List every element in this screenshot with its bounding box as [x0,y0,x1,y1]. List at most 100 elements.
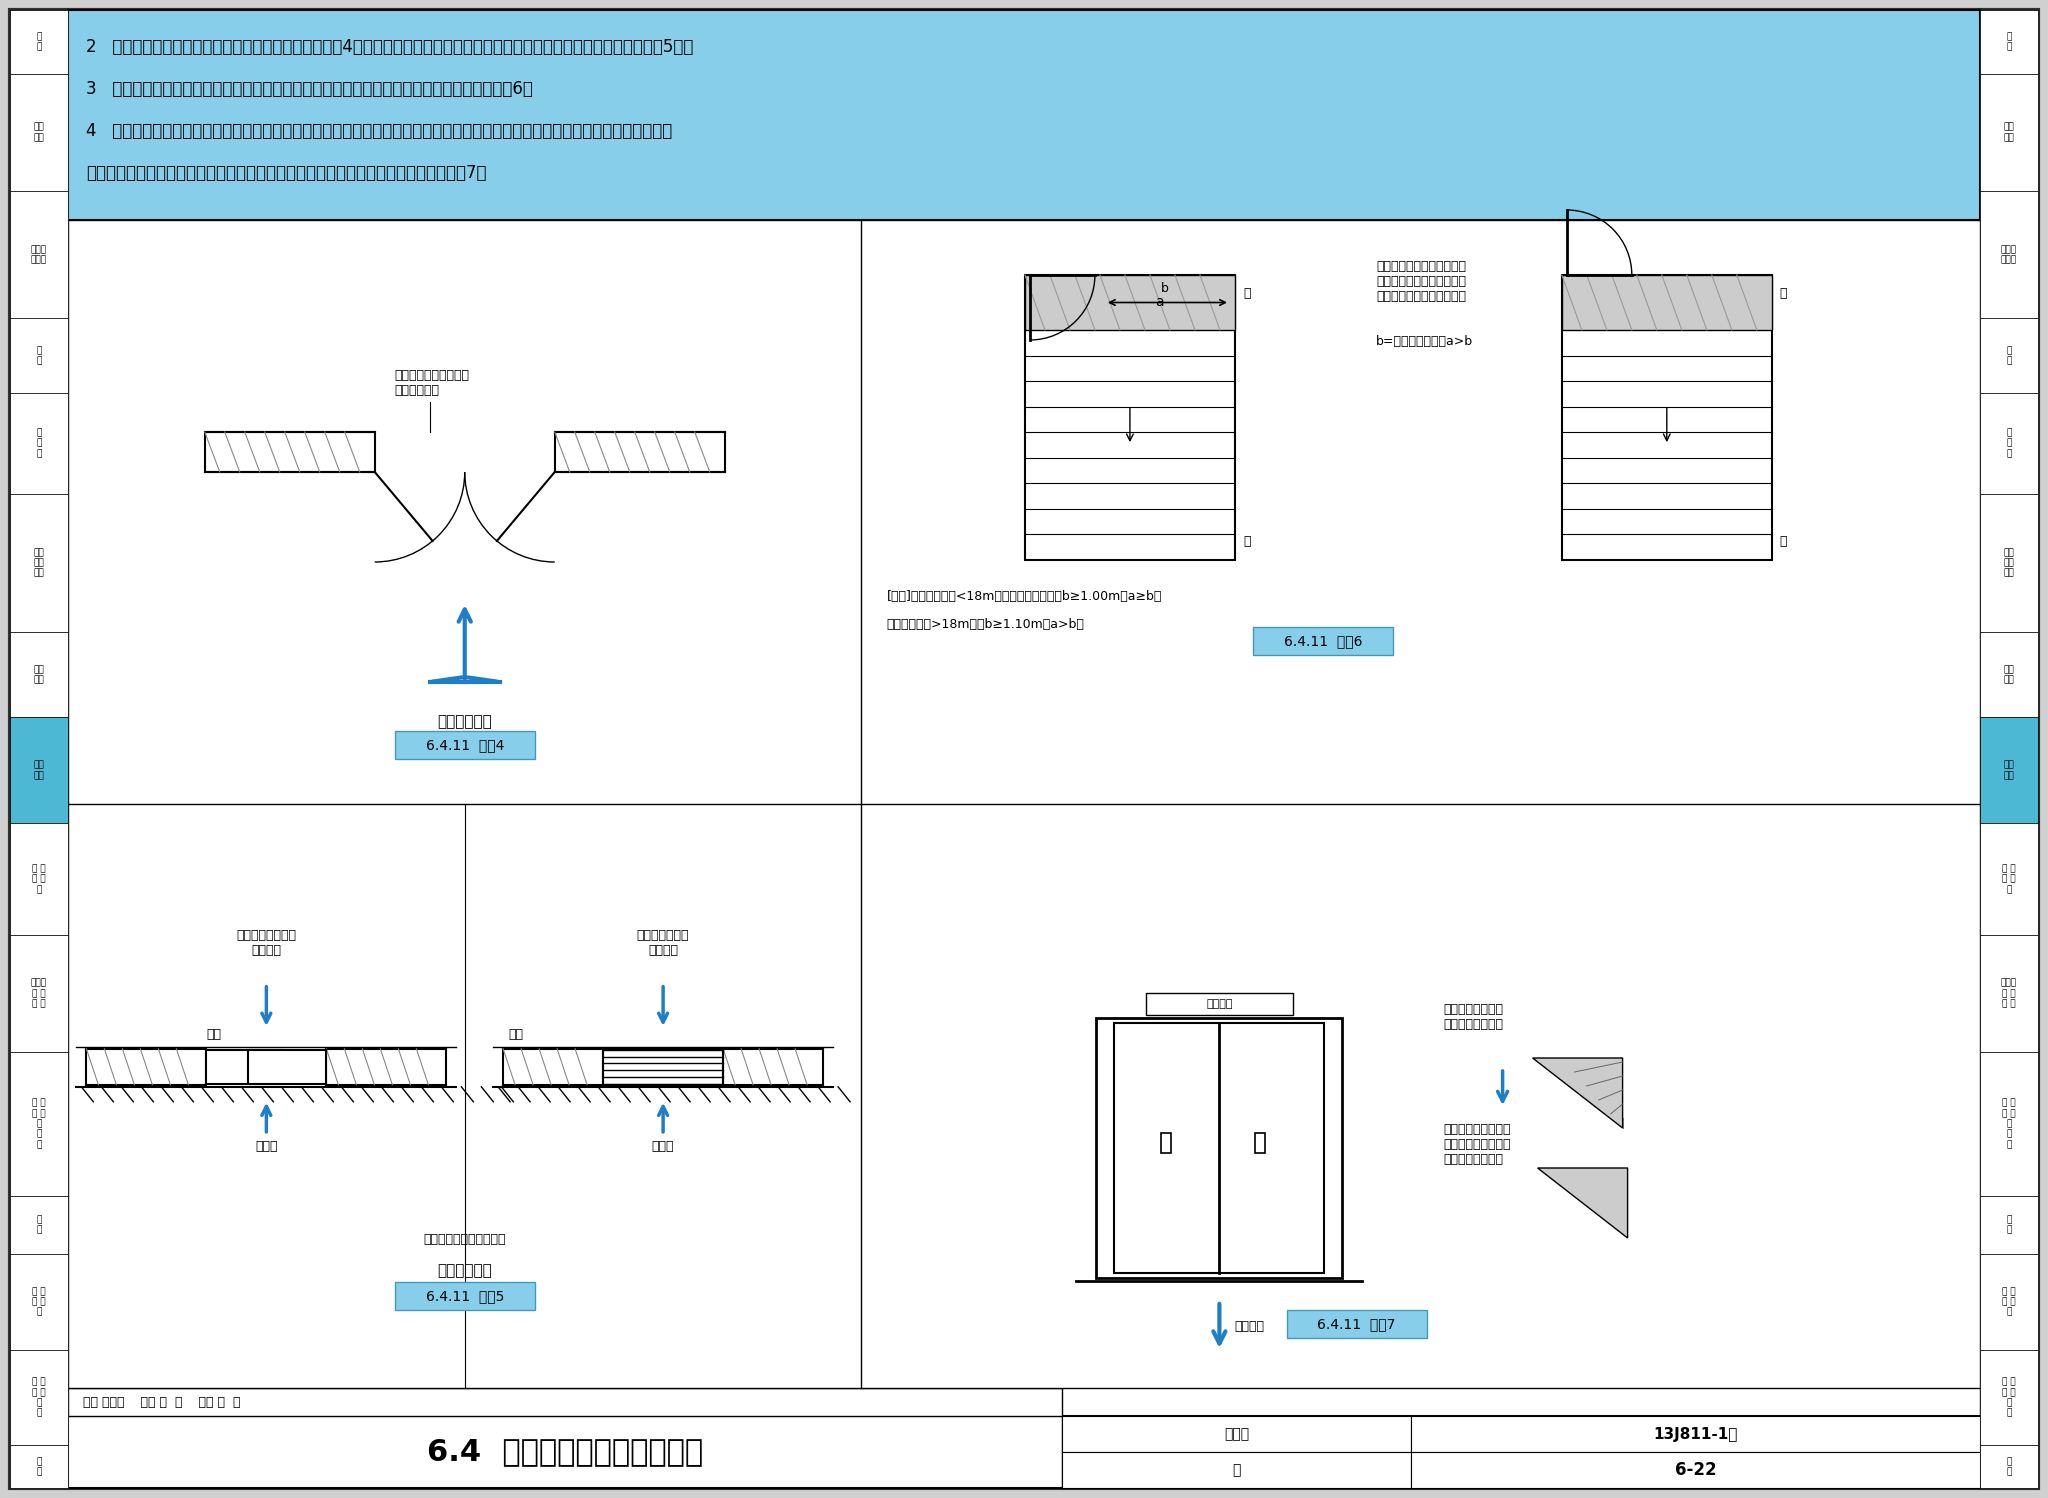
Bar [602,1049,723,1085]
Text: 建筑
构造: 建筑 构造 [2003,761,2015,780]
Text: 和
仓
库: 和 仓 库 [2007,428,2011,458]
Text: 电
气: 电 气 [2007,1215,2011,1234]
Text: 城 交
市 通
隧
道: 城 交 市 通 隧 道 [33,1378,45,1417]
Text: 丙、丁、戊仓库
疏散方向: 丙、丁、戊仓库 疏散方向 [637,929,690,957]
Bar [1563,276,1772,560]
Text: 木 建
结 筑
构: 木 建 结 筑 构 [2003,1287,2015,1317]
Bar [205,431,375,472]
Text: 室内: 室内 [207,1028,221,1041]
Bar [86,1049,207,1085]
Text: 灾 设
救 施
援: 灾 设 救 施 援 [33,864,45,894]
Text: 住宅建筑高度>18m时，b≥1.10m，a>b。: 住宅建筑高度>18m时，b≥1.10m，a>b。 [887,619,1083,631]
Bar [1024,276,1235,560]
Text: 安全出口: 安全出口 [1206,999,1233,1010]
Bar [1980,632,2038,718]
Text: 供 和
暖 空
气
调
节: 供 和 暖 空 气 调 节 [33,1098,45,1149]
Bar [10,319,68,392]
Bar [10,1350,68,1446]
Text: b: b [1161,282,1169,295]
Bar [1980,1052,2038,1195]
Text: 仓库应采用向疏散方向
开启的平开门: 仓库应采用向疏散方向 开启的平开门 [395,369,469,397]
Text: 甲乙
丙墙
体区: 甲乙 丙墙 体区 [2003,548,2015,578]
Text: 图集号: 图集号 [1225,1428,1249,1441]
Text: 应保证火灾时不需使
用钥匙等任何工具即
能从内部易于打开: 应保证火灾时不需使 用钥匙等任何工具即 能从内部易于打开 [1444,1124,1511,1165]
Bar [1980,824,2038,935]
Bar [1980,319,2038,392]
Bar [10,1254,68,1350]
Bar [1980,935,2038,1052]
Bar [207,1050,285,1083]
Text: 13J811-1改: 13J811-1改 [1653,1426,1737,1441]
Text: 下: 下 [1780,288,1788,300]
Bar [10,1052,68,1195]
Bar [10,10,68,73]
Text: 民用
建筑: 民用 建筑 [2003,665,2015,685]
Bar [10,1195,68,1254]
Bar [1411,1416,1980,1452]
Bar [1980,73,2038,190]
Bar [555,431,725,472]
Bar [10,73,68,190]
Bar [1563,276,1772,330]
Bar [326,1049,446,1085]
Bar [1286,1309,1427,1338]
Text: 城 交
市 通
隧
道: 城 交 市 通 隧 道 [2003,1378,2015,1417]
Text: 厂
房: 厂 房 [2007,346,2011,366]
Text: 室内: 室内 [508,1028,522,1041]
Text: 甲乙
丙墙
体区: 甲乙 丙墙 体区 [33,548,45,578]
Bar [68,1389,1063,1416]
Text: 6.4.11  图示6: 6.4.11 图示6 [1284,634,1362,649]
Text: 消防的
设 设
施 置: 消防的 设 设 施 置 [2001,978,2017,1008]
Text: 卷帘门: 卷帘门 [651,1140,674,1153]
Text: 目
录: 目 录 [37,31,41,51]
Bar [10,632,68,718]
Bar [1980,718,2038,824]
Text: 仓库的疏散门: 仓库的疏散门 [438,715,492,730]
Bar [1063,1452,1411,1488]
Text: 上: 上 [1780,535,1788,548]
Bar [10,190,68,319]
Bar [1024,276,1235,330]
Text: 目
录: 目 录 [2007,31,2011,51]
Bar [1980,10,2038,1488]
Text: 疏散方向: 疏散方向 [1235,1320,1264,1333]
Text: 推拉门: 推拉门 [256,1140,279,1153]
Bar [1161,1132,1171,1153]
Bar [68,220,1980,1389]
Text: 编制
说明: 编制 说明 [2003,123,2015,142]
Text: 2   仓库的疏散门应采用向疏散方向开启的平开门【图示4】，但丙、丁、戊类仓库首层靠墙的外侧可采用推拉门或卷帘门【图示5】。: 2 仓库的疏散门应采用向疏散方向开启的平开门【图示4】，但丙、丁、戊类仓库首层靠… [86,37,694,55]
Text: 3   开向疏散楼梯或疏散楼梯间的门，当其完全开启时，不应减少楼梯平台的有效宽度。【图示6】: 3 开向疏散楼梯或疏散楼梯间的门，当其完全开启时，不应减少楼梯平台的有效宽度。【… [86,79,532,97]
Text: 6.4.11  图示7: 6.4.11 图示7 [1317,1317,1395,1332]
Bar [10,494,68,632]
Text: 上: 上 [1243,535,1251,548]
Polygon shape [1532,1058,1622,1128]
Text: 仓库的疏散门: 仓库的疏散门 [438,1263,492,1278]
Bar [10,935,68,1052]
Text: b=有效疏散宽度，a>b: b=有效疏散宽度，a>b [1376,336,1473,348]
Bar [1253,628,1393,655]
Text: 6.4  疏散楼梯间和疏散楼梯等: 6.4 疏散楼梯间和疏散楼梯等 [426,1438,702,1467]
Text: 开向疏散楼梯或疏散楼梯间
的门，当其完全开启时，不
应减少楼梯平台的有效宽度: 开向疏散楼梯或疏散楼梯间 的门，当其完全开启时，不 应减少楼梯平台的有效宽度 [1376,261,1466,303]
Bar [10,1446,68,1488]
Bar [1096,1019,1341,1278]
Bar [10,10,68,1488]
Bar [395,731,535,759]
Text: a: a [1155,295,1163,310]
Bar [395,1282,535,1309]
Text: 4   人员密集场所内平时需要控制人员随意出入的疏散门和设置门禁系统的住宅、宿舍、公寓建筑的外门，应保证火灾时不需使用钥: 4 人员密集场所内平时需要控制人员随意出入的疏散门和设置门禁系统的住宅、宿舍、公… [86,121,672,139]
Bar [1980,392,2038,494]
Text: 厂
房: 厂 房 [37,346,41,366]
Bar [1980,1195,2038,1254]
Text: 在显著位置设置具
有使用提示的标识: 在显著位置设置具 有使用提示的标识 [1444,1004,1503,1031]
Text: 民用
建筑: 民用 建筑 [33,665,45,685]
Text: 供 和
暖 空
气
调
节: 供 和 暖 空 气 调 节 [2003,1098,2015,1149]
Text: 建筑
构造: 建筑 构造 [33,761,45,780]
Text: 总术符
则语号: 总术符 则语号 [31,244,47,264]
Bar [1980,494,2038,632]
Bar [68,1416,1980,1488]
Text: 可在首层靠墙的外侧设置: 可在首层靠墙的外侧设置 [424,1233,506,1246]
Bar [1255,1132,1266,1153]
Text: 消防的
设 设
施 置: 消防的 设 设 施 置 [31,978,47,1008]
Bar [723,1049,823,1085]
Bar [1063,1416,1980,1488]
